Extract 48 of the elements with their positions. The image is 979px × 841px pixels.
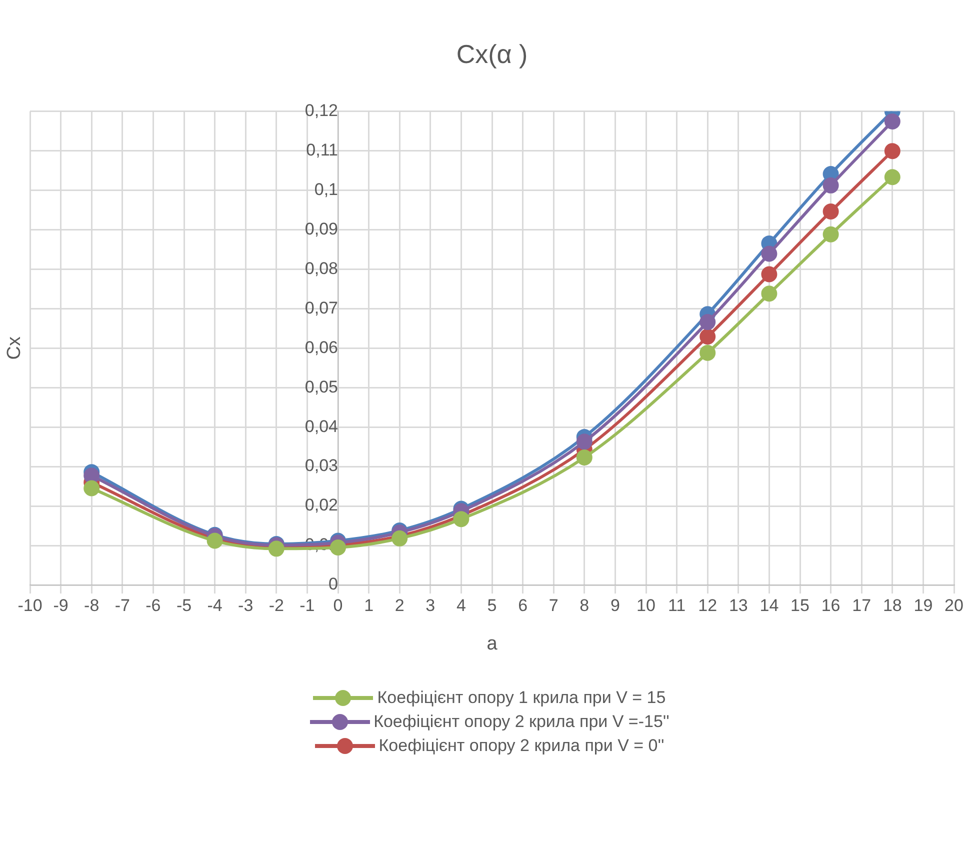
x-tick-label: -1 xyxy=(300,596,315,615)
x-tick-label: -2 xyxy=(268,596,284,615)
y-tick-label: 0,02 xyxy=(304,496,338,515)
chart-title: Cx(α ) xyxy=(456,38,528,69)
x-tick-label: -7 xyxy=(114,596,130,615)
x-tick-label: -3 xyxy=(238,596,254,615)
legend-label: Коефіцієнт опору 2 крила при V = 0'' xyxy=(378,736,664,756)
x-tick-label: 15 xyxy=(790,596,810,615)
x-tick-label: 3 xyxy=(426,596,436,615)
y-tick-label: 0,06 xyxy=(304,338,338,357)
x-tick-label: 11 xyxy=(668,596,686,615)
x-tick-label: 5 xyxy=(487,596,497,615)
y-tick-label: 0,07 xyxy=(304,298,338,318)
y-tick-label: 0,03 xyxy=(304,456,338,476)
x-axis-title: a xyxy=(486,634,498,655)
x-tick-label: 1 xyxy=(364,596,374,615)
x-tick-label: 18 xyxy=(882,596,902,615)
x-tick-label: -9 xyxy=(53,596,68,615)
y-tick-label: 0,12 xyxy=(304,100,338,120)
x-tick-label: -10 xyxy=(18,596,42,615)
x-tick-label: 10 xyxy=(636,596,656,615)
y-tick-label: 0 xyxy=(328,574,338,594)
x-tick-label: 19 xyxy=(914,596,933,615)
x-tick-label: 14 xyxy=(760,596,779,615)
x-tick-label: 2 xyxy=(394,596,404,615)
legend-label: Коефіцієнт опору 1 крила при V = 15 xyxy=(377,688,666,708)
y-axis-title: Cx xyxy=(4,336,25,360)
x-tick-label: -5 xyxy=(176,596,192,615)
x-tick-label: 16 xyxy=(821,596,840,615)
x-tick-label: -8 xyxy=(84,596,100,615)
y-tick-label: 0,04 xyxy=(304,416,338,436)
y-tick-label: 0,1 xyxy=(314,180,338,199)
y-tick-label: 0,08 xyxy=(304,258,338,278)
x-tick-label: 12 xyxy=(698,596,718,615)
x-tick-label: -6 xyxy=(146,596,161,615)
x-tick-label: 9 xyxy=(610,596,620,615)
x-tick-label: -4 xyxy=(207,596,222,615)
x-tick-label: 4 xyxy=(456,596,466,615)
x-tick-label: 17 xyxy=(852,596,872,615)
y-tick-label: 0,05 xyxy=(304,377,338,396)
x-tick-label: 13 xyxy=(728,596,748,615)
x-tick-label: 8 xyxy=(580,596,590,615)
x-tick-label: 6 xyxy=(518,596,528,615)
y-tick-label: 0,09 xyxy=(304,219,338,238)
legend-label: Коефіцієнт опору 2 крила при V =-15'' xyxy=(374,712,670,732)
x-tick-label: 20 xyxy=(944,596,964,615)
x-tick-label: 7 xyxy=(548,596,558,615)
y-tick-label: 0,11 xyxy=(306,140,338,160)
